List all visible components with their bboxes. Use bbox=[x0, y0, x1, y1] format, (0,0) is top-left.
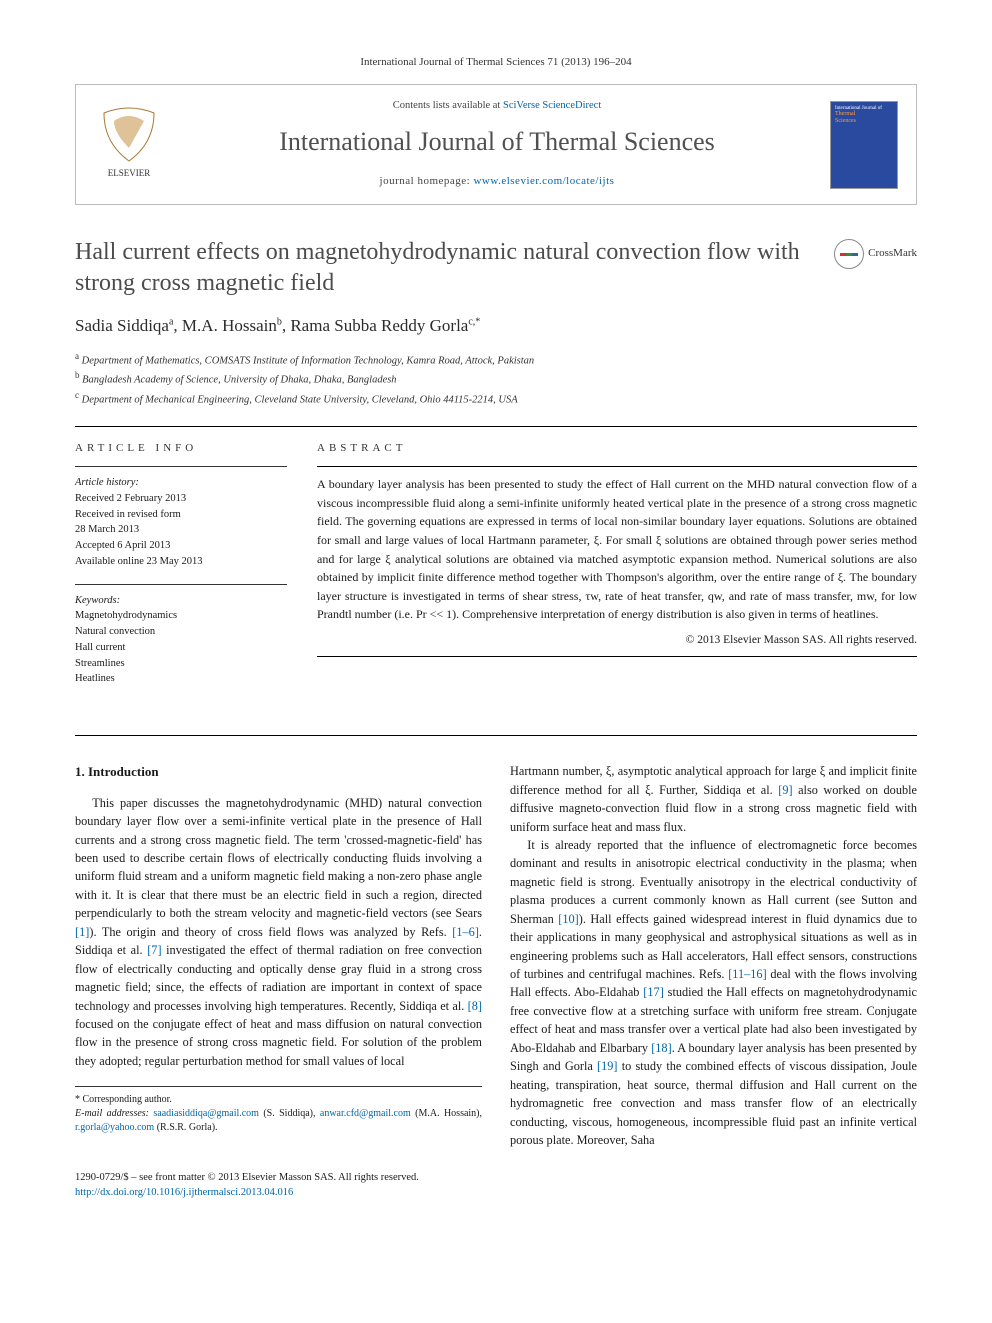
email-link[interactable]: anwar.cfd@gmail.com bbox=[320, 1108, 411, 1119]
ref-link[interactable]: [17] bbox=[643, 985, 664, 999]
email-link[interactable]: r.gorla@yahoo.com bbox=[75, 1122, 154, 1133]
crossmark-badge[interactable]: CrossMark bbox=[834, 239, 917, 269]
journal-header: ELSEVIER Contents lists available at Sci… bbox=[75, 84, 917, 204]
divider bbox=[75, 426, 917, 427]
author-list: Sadia Siddiqaa, M.A. Hossainb, Rama Subb… bbox=[75, 314, 917, 338]
contents-available-line: Contents lists available at SciVerse Sci… bbox=[182, 99, 812, 114]
ref-link[interactable]: [19] bbox=[597, 1059, 618, 1073]
ref-link[interactable]: [7] bbox=[147, 943, 161, 957]
journal-cover-thumbnail: International Journal of Thermal Science… bbox=[830, 101, 898, 189]
elsevier-logo: ELSEVIER bbox=[94, 103, 164, 186]
doi-link[interactable]: http://dx.doi.org/10.1016/j.ijthermalsci… bbox=[75, 1187, 293, 1198]
divider bbox=[75, 735, 917, 736]
page-footer: 1290-0729/$ – see front matter © 2013 El… bbox=[75, 1171, 917, 1200]
citation-line: International Journal of Thermal Science… bbox=[75, 55, 917, 70]
body-paragraph: Hartmann number, ξ, asymptotic analytica… bbox=[510, 762, 917, 836]
body-paragraph: It is already reported that the influenc… bbox=[510, 836, 917, 1149]
elsevier-label: ELSEVIER bbox=[108, 168, 151, 178]
crossmark-label: CrossMark bbox=[868, 246, 917, 261]
sciencedirect-link[interactable]: SciVerse ScienceDirect bbox=[503, 100, 601, 111]
crossmark-icon bbox=[834, 239, 864, 269]
article-history: Article history: Received 2 February 201… bbox=[75, 466, 287, 570]
divider bbox=[317, 656, 917, 657]
front-matter-line: 1290-0729/$ – see front matter © 2013 El… bbox=[75, 1171, 917, 1186]
ref-link[interactable]: [9] bbox=[778, 783, 792, 797]
divider bbox=[317, 466, 917, 467]
affiliations: a Department of Mathematics, COMSATS Ins… bbox=[75, 350, 917, 408]
ref-link[interactable]: [1] bbox=[75, 925, 89, 939]
ref-link[interactable]: [1–6] bbox=[452, 925, 479, 939]
journal-homepage-link[interactable]: www.elsevier.com/locate/ijts bbox=[473, 175, 614, 187]
abstract-copyright: © 2013 Elsevier Masson SAS. All rights r… bbox=[317, 632, 917, 648]
abstract-text: A boundary layer analysis has been prese… bbox=[317, 475, 917, 624]
ref-link[interactable]: [11–16] bbox=[728, 967, 766, 981]
ref-link[interactable]: [10] bbox=[558, 912, 579, 926]
body-paragraph: This paper discusses the magnetohydrodyn… bbox=[75, 794, 482, 1071]
keywords-block: Keywords: MagnetohydrodynamicsNatural co… bbox=[75, 584, 287, 688]
body-two-column: 1. Introduction This paper discusses the… bbox=[75, 762, 917, 1149]
journal-name: International Journal of Thermal Science… bbox=[182, 124, 812, 160]
corresponding-author-footnote: * Corresponding author. E-mail addresses… bbox=[75, 1086, 482, 1135]
abstract-label: ABSTRACT bbox=[317, 441, 917, 456]
article-info-label: ARTICLE INFO bbox=[75, 441, 287, 456]
email-link[interactable]: saadiasiddiqa@gmail.com bbox=[153, 1108, 259, 1119]
ref-link[interactable]: [8] bbox=[468, 999, 482, 1013]
section-heading-introduction: 1. Introduction bbox=[75, 762, 482, 782]
ref-link[interactable]: [18] bbox=[651, 1041, 672, 1055]
article-title: Hall current effects on magnetohydrodyna… bbox=[75, 237, 820, 298]
journal-homepage-line: journal homepage: www.elsevier.com/locat… bbox=[182, 174, 812, 189]
